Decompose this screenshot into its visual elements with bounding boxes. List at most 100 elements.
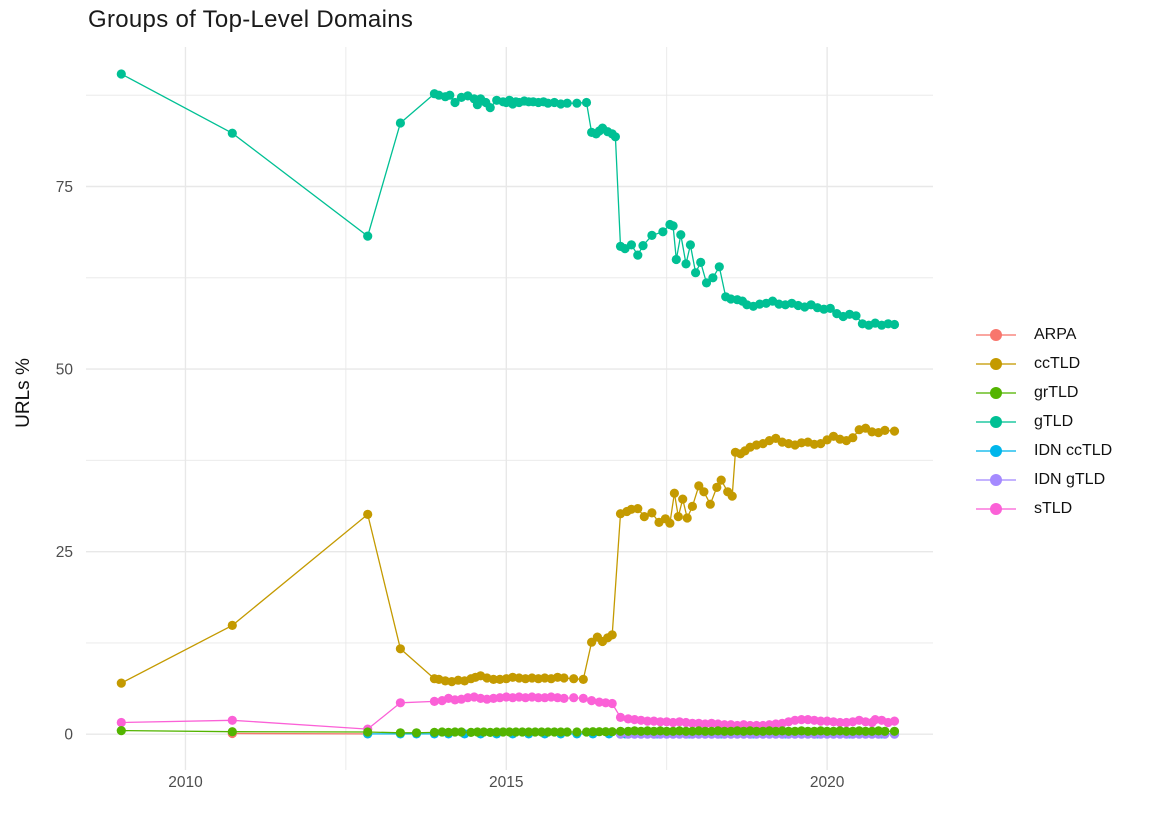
- series-point-grtld: [700, 726, 710, 736]
- series-point-grtld: [601, 727, 611, 737]
- series-point-gtld: [633, 250, 643, 260]
- series-line-cctld: [121, 427, 895, 684]
- series-point-gtld: [671, 254, 681, 265]
- legend-key-icon: [976, 471, 1016, 489]
- series-point-cctld: [716, 475, 726, 485]
- series-point-gtld: [825, 303, 835, 313]
- legend-key-icon: [976, 442, 1016, 460]
- series-point-grtld: [472, 727, 482, 737]
- legend-key-dot: [990, 415, 1002, 428]
- series-point-cctld: [705, 499, 715, 509]
- series-point-grtld: [450, 727, 460, 737]
- series-point-grtld: [537, 727, 547, 737]
- series-point-grtld: [841, 726, 852, 736]
- series-point-gtld: [581, 97, 592, 108]
- series-point-grtld: [880, 726, 890, 736]
- series-point-grtld: [784, 726, 794, 736]
- series-point-stld: [816, 716, 826, 726]
- series-point-cctld: [578, 674, 588, 685]
- series-point-grtld: [556, 727, 566, 737]
- series-point-grtld: [681, 726, 691, 736]
- legend-label: ccTLD: [1034, 354, 1081, 372]
- series-point-grtld: [443, 727, 454, 738]
- series-point-stld: [578, 693, 588, 704]
- legend-key-icon: [976, 384, 1016, 402]
- legend-item-grtld: grTLD: [976, 378, 1112, 407]
- series-point-grtld: [456, 727, 466, 737]
- series-point-cctld: [363, 509, 373, 519]
- series-point-stld: [533, 693, 544, 703]
- series-point-cctld: [647, 508, 657, 518]
- series-point-grtld: [429, 727, 439, 738]
- series-point-gtld: [450, 97, 460, 108]
- series-point-gtld: [610, 132, 621, 142]
- series-line-gtld: [120, 73, 895, 326]
- series-point-stld: [116, 717, 126, 728]
- series-point-cctld: [669, 488, 680, 498]
- series-point-stld: [835, 717, 845, 728]
- series-point-cctld: [673, 511, 683, 522]
- series-point-grtld: [498, 727, 508, 737]
- legend-label: ARPA: [1034, 325, 1077, 343]
- series-point-stld: [687, 718, 698, 728]
- series-point-grtld: [572, 727, 582, 737]
- series-point-gtld: [708, 273, 718, 283]
- legend-label: grTLD: [1034, 383, 1079, 401]
- legend-item-idn-cctld: IDN ccTLD: [976, 436, 1112, 465]
- series-point-cctld: [607, 630, 617, 640]
- series-point-gtld: [658, 227, 668, 237]
- series-point-cctld: [889, 426, 900, 436]
- series-point-stld: [559, 693, 569, 704]
- legend-key-icon: [976, 413, 1016, 431]
- series-point-gtld: [363, 231, 373, 241]
- series-point-stld: [429, 696, 439, 707]
- y-tick-label: 25: [56, 544, 73, 561]
- series-point-gtld: [227, 128, 237, 138]
- series-point-grtld: [889, 726, 900, 736]
- series-point-grtld: [662, 726, 672, 736]
- series-point-cctld: [665, 518, 675, 528]
- series-point-cctld: [712, 482, 722, 492]
- y-tick-label: 75: [56, 179, 73, 196]
- legend-label: sTLD: [1034, 499, 1073, 517]
- series-point-cctld: [116, 678, 126, 688]
- series-point-grtld: [615, 726, 626, 736]
- series-point-gtld: [685, 240, 696, 250]
- series-point-stld: [889, 716, 900, 726]
- series-point-gtld: [562, 98, 572, 108]
- series-point-cctld: [678, 494, 688, 504]
- legend-key-dot: [990, 444, 1002, 457]
- series-point-grtld: [594, 727, 604, 737]
- series-point-gtld: [638, 241, 648, 251]
- legend-item-idn-gtld: IDN gTLD: [976, 465, 1112, 494]
- series-point-gtld: [445, 90, 455, 100]
- legend-item-arpa: ARPA: [976, 320, 1112, 349]
- series-point-grtld: [822, 726, 832, 736]
- legend-key-dot: [990, 328, 1002, 341]
- series-point-grtld: [562, 727, 572, 737]
- series-point-stld: [719, 720, 730, 730]
- series-point-grtld: [492, 727, 502, 737]
- series-point-grtld: [607, 727, 617, 737]
- series-point-gtld: [701, 278, 712, 288]
- series-point-cctld: [227, 620, 237, 631]
- series-point-grtld: [751, 726, 762, 736]
- legend-key-icon: [976, 500, 1016, 518]
- series-point-grtld: [395, 728, 405, 738]
- series-point-cctld: [559, 673, 569, 683]
- series-point-cctld: [639, 511, 649, 522]
- series-point-gtld: [395, 118, 405, 128]
- series-point-cctld: [699, 487, 709, 497]
- series-point-gtld: [691, 268, 701, 278]
- legend-key-dot: [990, 386, 1002, 399]
- series-point-cctld: [848, 433, 858, 443]
- series-point-grtld: [790, 726, 800, 736]
- series-point-grtld: [636, 726, 646, 736]
- x-tick-label: 2015: [489, 774, 523, 791]
- series-point-stld: [569, 693, 579, 703]
- series-point-gtld: [851, 311, 861, 321]
- series-point-gtld: [626, 240, 637, 250]
- series-point-stld: [587, 696, 597, 706]
- series-point-grtld: [504, 727, 515, 737]
- series-point-stld: [227, 715, 237, 725]
